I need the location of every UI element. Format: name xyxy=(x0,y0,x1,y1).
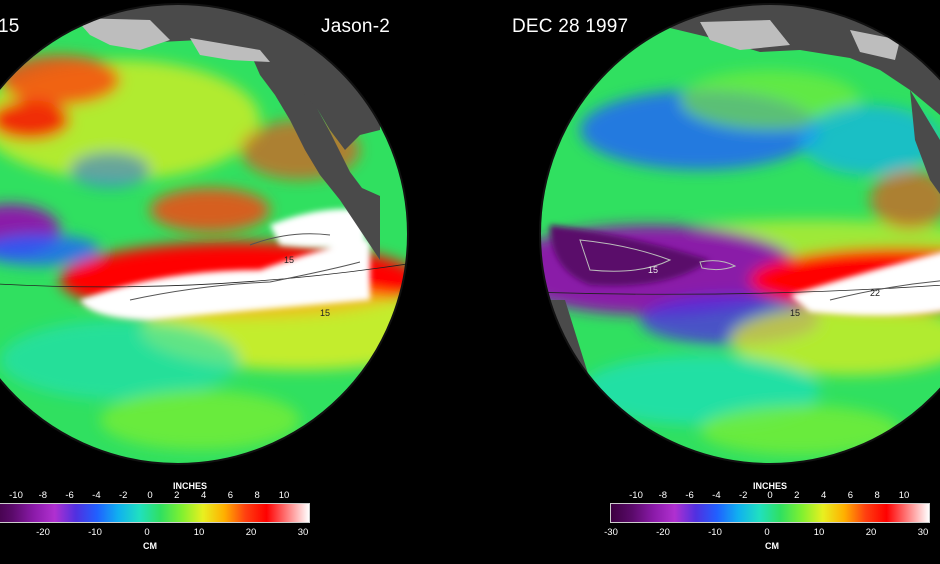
cm-tick-label: 20 xyxy=(865,527,877,538)
inches-tick-label: -8 xyxy=(658,490,668,501)
left-cm-label: CM xyxy=(143,541,157,551)
cm-tick-label: -30 xyxy=(604,527,618,538)
right-map-panel: DEC 28 1997 xyxy=(470,0,940,564)
inches-tick-label: 0 xyxy=(147,490,153,501)
cm-tick-label: 30 xyxy=(917,527,929,538)
right-globe: 15 22 15 xyxy=(539,3,940,465)
inches-tick-label: -8 xyxy=(38,490,48,501)
cm-tick-label: -10 xyxy=(88,527,102,538)
satellite-label: Jason-2 xyxy=(321,16,390,37)
cm-tick-label: 0 xyxy=(144,527,150,538)
inches-tick-label: -6 xyxy=(65,490,74,501)
inches-tick-label: 8 xyxy=(254,490,260,501)
cm-tick-label: -10 xyxy=(708,527,722,538)
right-cm-label: CM xyxy=(765,541,779,551)
inches-tick-label: 0 xyxy=(767,490,773,501)
inches-tick-label: -4 xyxy=(92,490,101,501)
left-globe: 15 15 xyxy=(0,3,409,465)
inches-tick-label: 4 xyxy=(820,490,827,501)
inches-tick-label: -10 xyxy=(629,490,643,501)
inches-tick-label: 2 xyxy=(794,490,800,501)
left-map-panel: 15 Jason-2 xyxy=(0,3,409,551)
cm-tick-label: 30 xyxy=(297,527,309,538)
cm-tick-label: -20 xyxy=(36,527,50,538)
right-colorbar xyxy=(610,503,930,523)
right-contour-label-1: 15 xyxy=(648,265,658,275)
left-colorbar xyxy=(0,503,310,523)
inches-tick-label: 6 xyxy=(847,490,854,501)
inches-tick-label: 10 xyxy=(278,490,290,501)
cm-tick-label: -20 xyxy=(656,527,670,538)
inches-tick-label: -10 xyxy=(9,490,23,501)
left-inches-label: INCHES xyxy=(172,481,207,491)
inches-tick-label: -2 xyxy=(738,490,748,501)
inches-tick-label: -2 xyxy=(118,490,128,501)
inches-tick-label: 6 xyxy=(227,490,234,501)
inches-tick-label: 4 xyxy=(200,490,207,501)
cm-tick-label: 0 xyxy=(764,527,770,538)
right-date-label: DEC 28 1997 xyxy=(512,16,629,37)
cm-tick-label: 10 xyxy=(813,527,825,538)
left-date-label: 15 xyxy=(0,16,20,37)
cm-tick-label: 20 xyxy=(245,527,257,538)
right-inches-label: INCHES xyxy=(752,481,787,491)
right-contour-label-3: 15 xyxy=(790,308,800,318)
inches-tick-label: -6 xyxy=(685,490,694,501)
right-contour-label-2: 22 xyxy=(870,288,880,298)
cm-tick-label: 10 xyxy=(193,527,205,538)
inches-tick-label: 2 xyxy=(174,490,180,501)
inches-tick-label: -4 xyxy=(712,490,721,501)
inches-tick-label: 8 xyxy=(874,490,880,501)
left-contour-label-2: 15 xyxy=(320,308,330,318)
inches-tick-label: 10 xyxy=(898,490,910,501)
left-contour-label-1: 15 xyxy=(284,255,294,265)
